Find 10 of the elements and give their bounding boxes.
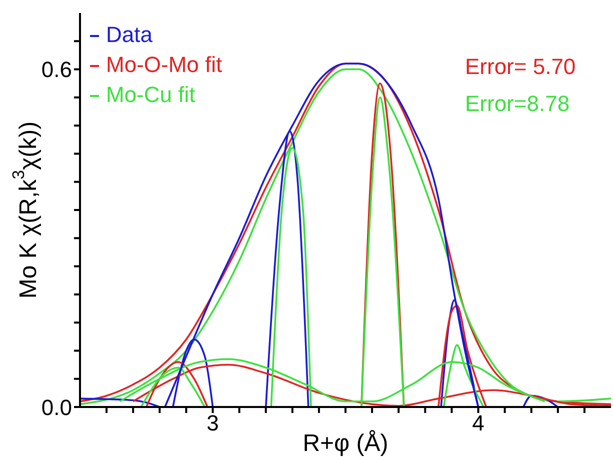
x-tick-label: 3	[206, 410, 219, 436]
y-tick-label: 0.0	[41, 394, 72, 420]
y-tick-label: 0.6	[41, 57, 72, 82]
legend-label: Mo-O-Mo fit	[105, 51, 222, 79]
x-tick-label: 4	[472, 410, 484, 436]
annotation: Error= 5.70	[465, 54, 576, 80]
legend-label: Data	[105, 21, 154, 49]
legend-label: Mo-Cu fit	[105, 81, 196, 109]
annotation: Error=8.78	[465, 91, 570, 117]
x-axis-title: R+φ (Å)	[302, 430, 388, 457]
